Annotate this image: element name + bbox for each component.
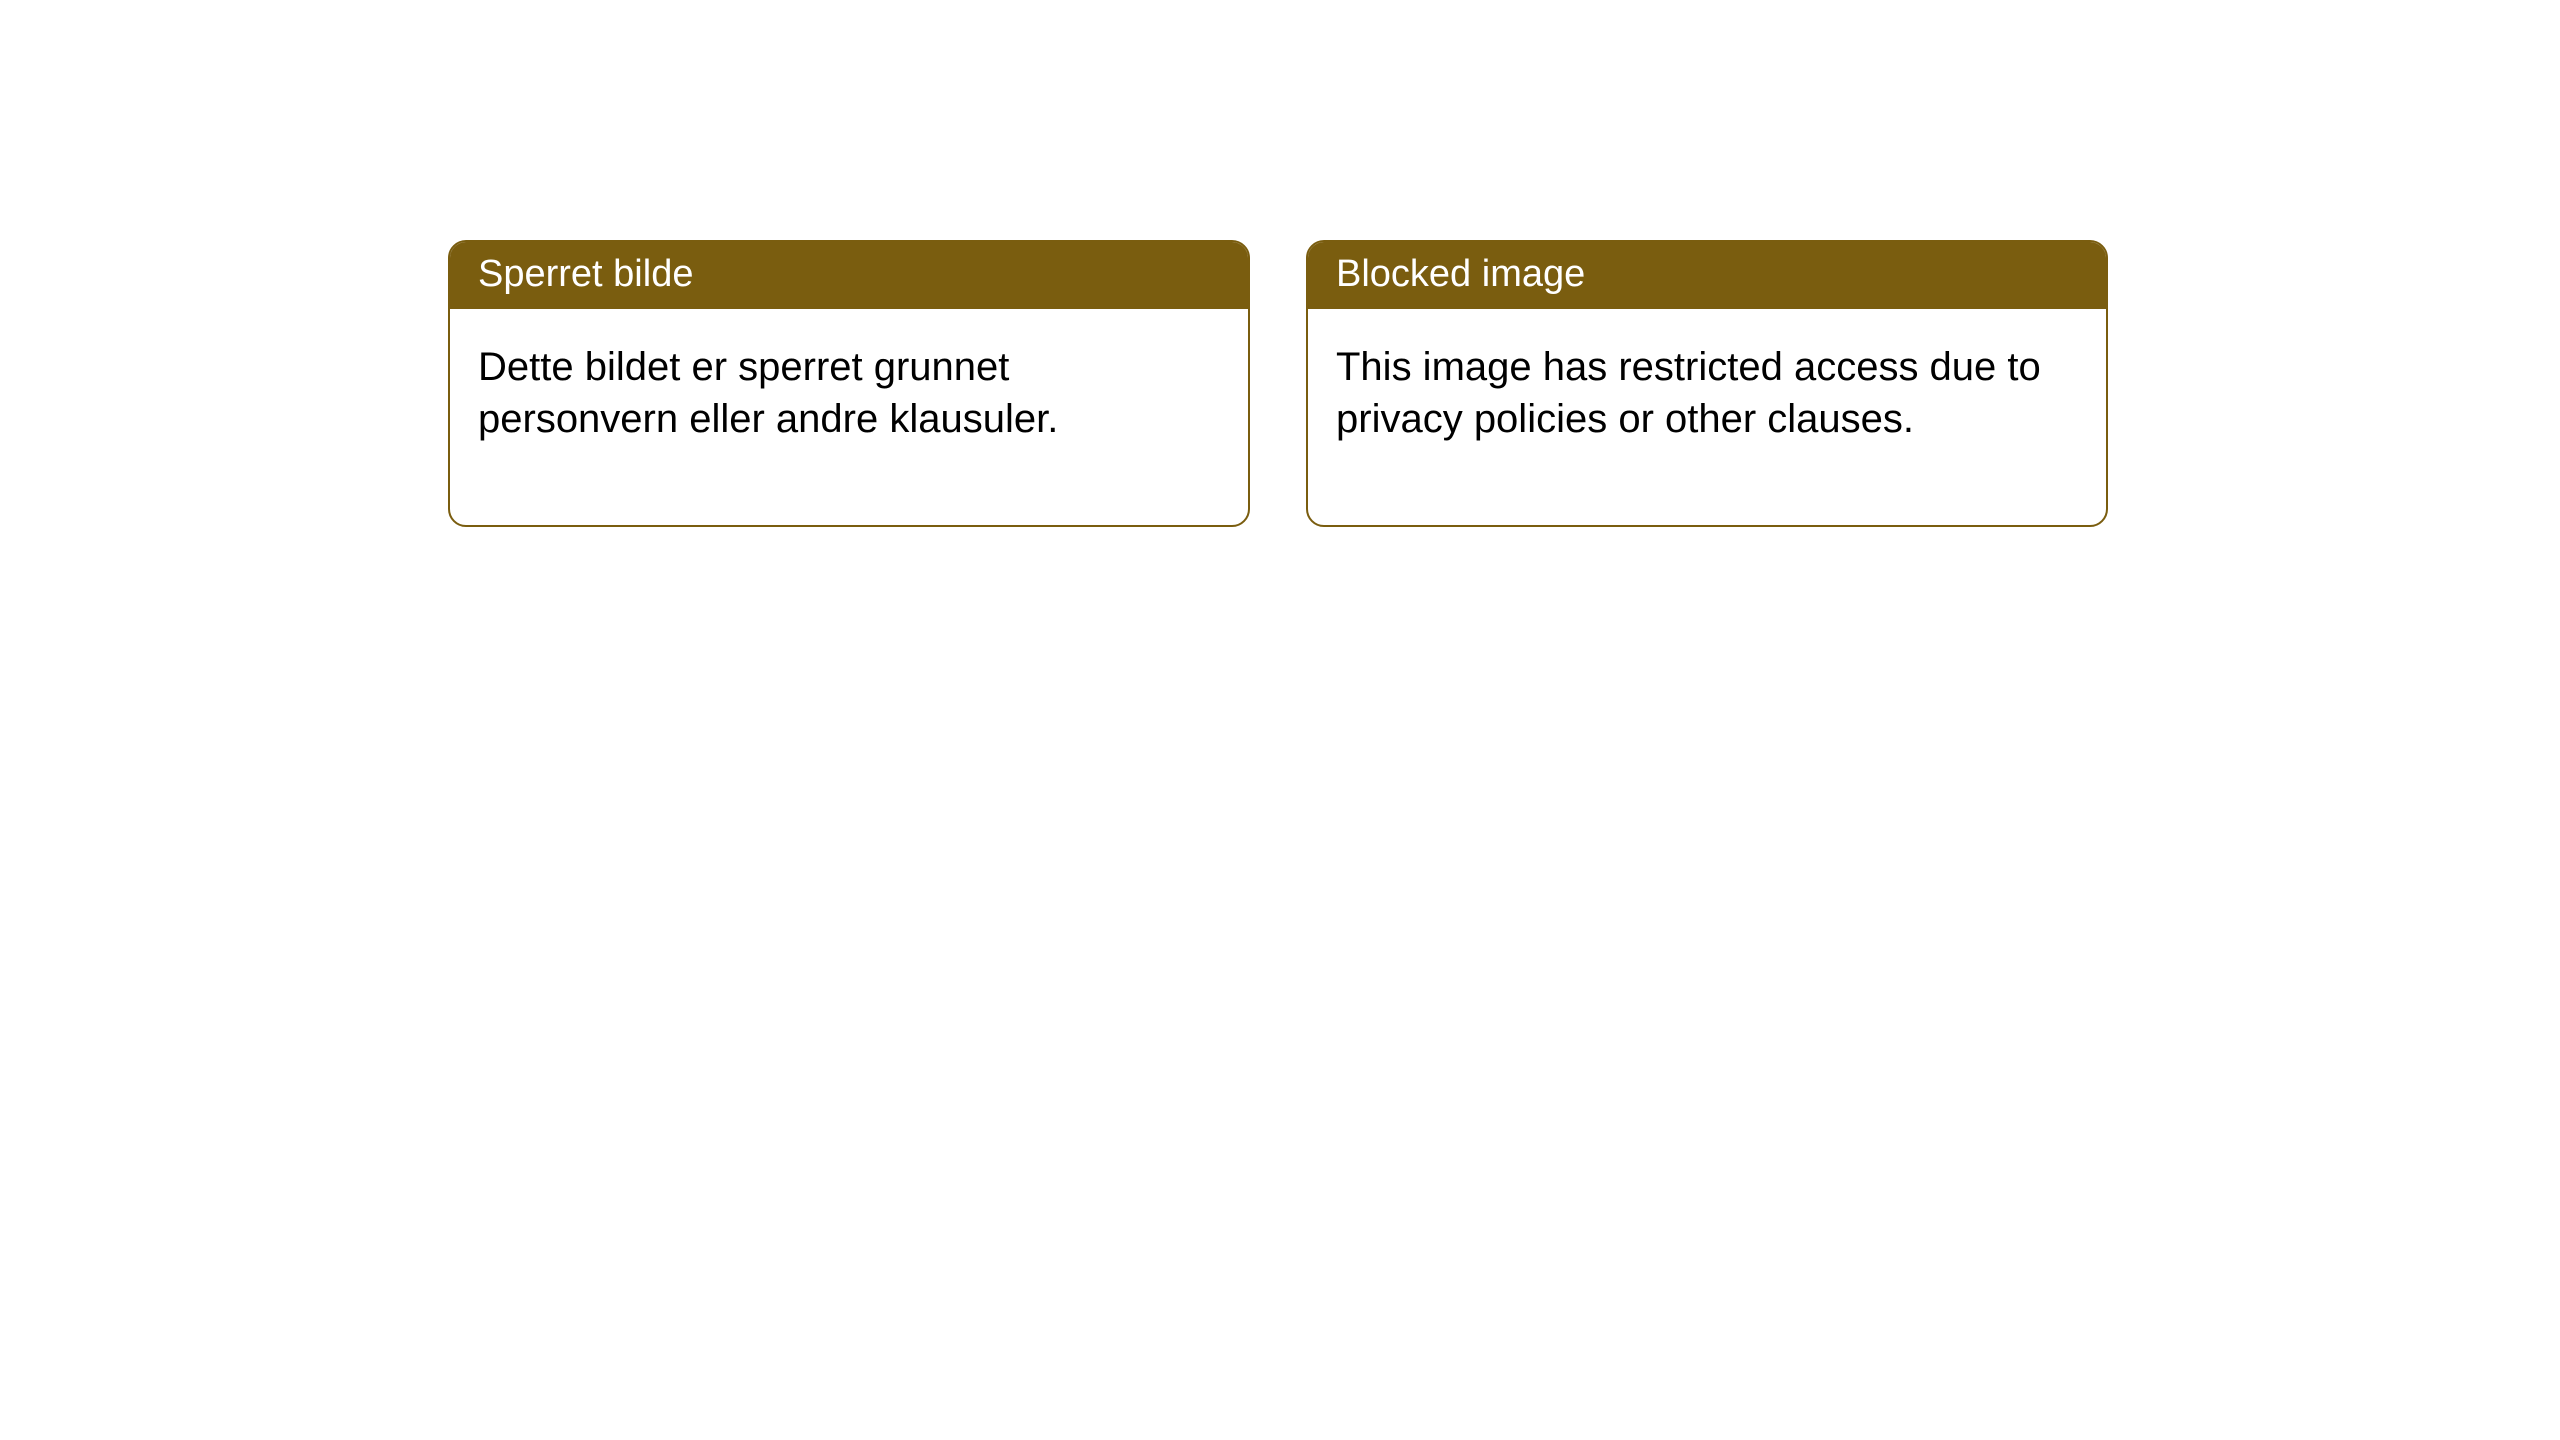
notice-header: Blocked image xyxy=(1308,242,2106,309)
notice-card-english: Blocked image This image has restricted … xyxy=(1306,240,2108,527)
notice-card-norwegian: Sperret bilde Dette bildet er sperret gr… xyxy=(448,240,1250,527)
notice-body: This image has restricted access due to … xyxy=(1308,309,2106,525)
notice-container: Sperret bilde Dette bildet er sperret gr… xyxy=(0,0,2560,527)
notice-header: Sperret bilde xyxy=(450,242,1248,309)
notice-body: Dette bildet er sperret grunnet personve… xyxy=(450,309,1248,525)
